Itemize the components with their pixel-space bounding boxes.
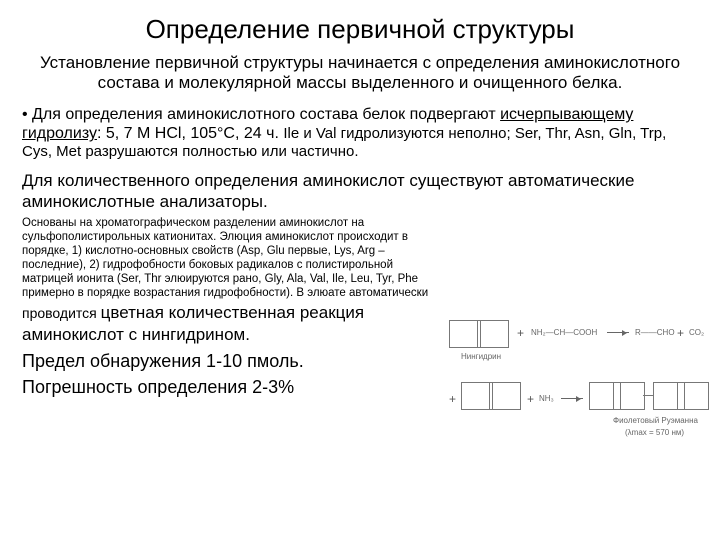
lambda-label: (λmax = 570 нм)	[625, 428, 684, 437]
page-title: Определение первичной структуры	[22, 14, 698, 45]
mid-small: проводится	[22, 305, 101, 321]
reaction-paragraph: проводится цветная количественная реакци…	[22, 302, 442, 346]
aldehyde-fragment: R——CHO	[635, 328, 675, 337]
p1-lead: Для определения аминокислотного состава …	[32, 106, 500, 123]
nh3-fragment: NH₃	[539, 394, 554, 403]
arrow-icon	[607, 332, 629, 333]
p1-after: : 5, 7 М HCl, 105°С, 24 ч.	[97, 125, 283, 142]
plus-icon: +	[527, 392, 534, 406]
plus-icon: +	[677, 326, 684, 340]
hydrolysis-paragraph: • Для определения аминокислотного состав…	[22, 105, 698, 161]
ninhydrin-label: Нингидрин	[461, 352, 501, 361]
analyzers-paragraph: Для количественного определения аминокис…	[22, 171, 698, 212]
chromatography-paragraph: Основаны на хроматографическом разделени…	[22, 216, 442, 300]
amino-acid-fragment: NH₂—CH—COOH	[531, 328, 597, 337]
plus-icon: +	[449, 392, 456, 406]
intro-paragraph: Установление первичной структуры начинае…	[22, 53, 698, 93]
arrow-icon	[561, 398, 583, 399]
product-label: Фиолетовый Руэманна	[613, 416, 698, 425]
plus-icon: +	[517, 326, 524, 340]
bullet: •	[22, 106, 32, 123]
ninhydrin-reaction-diagram: + NH₂—CH—COOH R——CHO + CO₂ Нингидрин + +…	[449, 312, 704, 482]
co2-fragment: CO₂	[689, 328, 704, 337]
